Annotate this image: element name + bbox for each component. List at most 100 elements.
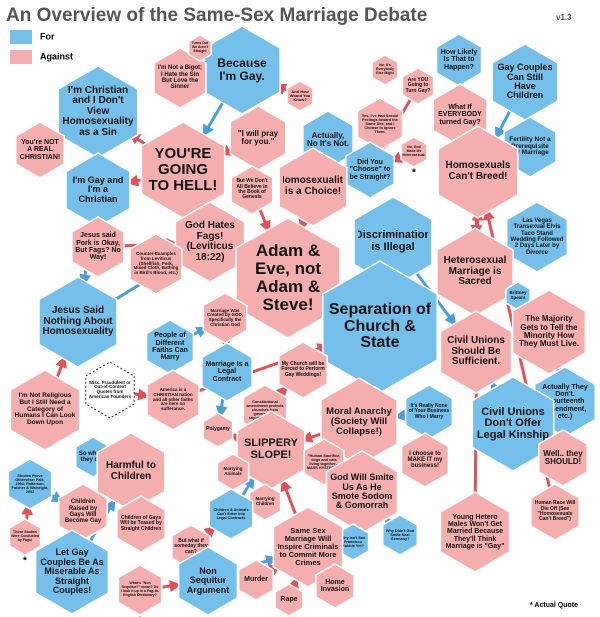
node-label-box: You're NOT A REAL CHRISTIAN!: [20, 139, 60, 161]
arrow: [258, 208, 271, 234]
node-label: What If EVERYBODY turned Gay?: [438, 103, 482, 126]
node-label-box: Actually They Don't. (Fourteenth Amendme…: [542, 383, 588, 421]
node-label: But what if someday they can?: [174, 538, 208, 555]
node: Jesus Said Nothing About Homosexuality: [38, 276, 118, 368]
node-label-box: Are YOU Going to Turn Gay?: [405, 77, 431, 94]
hexagon: [315, 563, 355, 609]
node: Let Gay Couples Be As Miserable As Strai…: [34, 529, 110, 615]
node-label-box: Harmful to Children: [106, 461, 156, 482]
node-label-box: So what if they do?: [79, 451, 107, 463]
node-label: Same Sex Marriage Will Inspire Criminals…: [277, 526, 339, 567]
node: Turns Out We Aren't Straight: [187, 34, 213, 62]
hexagon: [471, 376, 555, 472]
node-label: Jesus said Pork is Okay, But Fags? No Wa…: [75, 232, 121, 262]
node: I choose to MAKE IT my business!: [400, 432, 450, 488]
arrow: [280, 478, 298, 516]
node-label: I'm Christian and I Don't View Homosexua…: [62, 84, 134, 138]
node-label-box: Children & Animals Can't Enter Into Lega…: [214, 508, 249, 520]
node-label-box: Gay Couples Can Still Have Children: [497, 62, 552, 100]
node: Are YOU Going to Turn Gay?: [401, 67, 435, 105]
node-label: Those Studies Were Conducted by Fags!: [11, 530, 39, 542]
node: I'm Not a Bigot; I Hate the Sin But Love…: [153, 47, 207, 109]
node-label-box: Civil Unions Don't Offer Legal Kinship: [477, 406, 549, 441]
node: What's "Non Sequitur?" mean? Do I look i…: [117, 564, 163, 617]
node-label: Children of Gays Will be Teased by Strai…: [120, 515, 162, 532]
node: Marriage Was Created by GOD, Specificall…: [202, 292, 248, 344]
node-label: Rape: [280, 596, 298, 604]
node-label: Are YOU Going to Turn Gay?: [405, 77, 431, 94]
node: YOU'RE GOING TO HELL!: [140, 121, 226, 219]
hexagon: [286, 80, 314, 112]
node-label: How Likely Is That to Happen?: [440, 48, 478, 71]
node-label-box: Misc. Fraudulent or Out-of-Context Quote…: [89, 380, 131, 399]
node: Adam & Eve, not Adam & Steve!: [235, 217, 341, 339]
hexagon: [202, 412, 234, 448]
node-label-box: And How Would You Know?: [289, 88, 311, 103]
hexagon: [201, 342, 253, 402]
node-label: Murder: [244, 576, 268, 584]
node-label: Home Invasion: [320, 578, 350, 593]
hexagon: [400, 136, 428, 168]
node-label-box: I'm Not a Bigot; I Hate the Sin But Love…: [157, 65, 203, 91]
hexagon: [146, 369, 200, 431]
node-label: Actually They Don't. (Fourteenth Amendme…: [542, 383, 588, 421]
node: Homosexuality is a Choice!: [278, 147, 348, 227]
node: People of Different Faiths Can Marry: [145, 319, 195, 375]
node: But We Don't All Believe in the Book of …: [230, 165, 274, 215]
node-label: And How Would You Know?: [289, 88, 311, 103]
node-label-box: Las Vegas Transexual Elvis Taco Stand We…: [510, 218, 564, 256]
node-label-box: Studies Prove Otherwise: Falk, 1994; Pat…: [12, 474, 49, 494]
node-label-box: The Majority Gets to Tell the Minority H…: [519, 314, 579, 348]
node-label-box: I choose to MAKE IT my business!: [407, 451, 442, 470]
node-label: Moral Anarchy (Society Will Collapse!): [326, 406, 392, 437]
node-label-box: Because I'm Gay.: [217, 56, 267, 83]
node: Separation of Church & State: [322, 260, 438, 394]
hexagon: [8, 518, 42, 556]
node-label-box: My Church will be Forced to Perform Gay …: [281, 361, 324, 377]
node-label-box: Why Isn't San Francisco Rubble Yet?: [340, 536, 366, 548]
node-label: Polygamy: [206, 426, 230, 433]
node-label-box: People of Different Faiths Can Marry: [152, 332, 188, 361]
hexagon: [208, 488, 254, 540]
node-label-box: Turns Out We Aren't Straight: [192, 42, 208, 53]
node-label: YOU'RE GOING TO HELL!: [148, 145, 218, 194]
node: Harmful to Children: [96, 432, 166, 512]
node-label: No, It's Everybody Else Might: [376, 63, 394, 75]
node-label: Las Vegas Transexual Elvis Taco Stand We…: [510, 218, 564, 256]
node-label-box: Counter-Examples from Leviticus (Shellfi…: [134, 251, 179, 275]
node-label-box: It's Really None of Your Business Who I …: [409, 403, 450, 419]
node-label-box: I'm Christian and I Don't View Homosexua…: [62, 84, 134, 138]
hexagon: [15, 121, 65, 179]
node-label: Yes, I've Had Sexual Feelings toward the…: [361, 114, 399, 134]
arrow: [494, 109, 512, 140]
node-label-box: Marriage Is a Legal Contract: [206, 361, 249, 383]
node-label: Non Sequitur Argument: [186, 565, 230, 595]
node-label: I'm Not a Bigot; I Hate the Sin But Love…: [157, 65, 203, 91]
hexagon: [381, 514, 419, 556]
node-label-box: But what if someday they can?: [174, 538, 208, 555]
node-label-box: Moral Anarchy (Society Will Collapse!): [326, 406, 392, 437]
hexagon: [187, 34, 213, 62]
hexagon: [345, 141, 395, 199]
node-label: Jesus Said Nothing About Homosexuality: [43, 305, 113, 338]
node-label-box: What If EVERYBODY turned Gay?: [438, 103, 482, 126]
title: An Overview of the Same-Sex Marriage Deb…: [6, 5, 427, 26]
node-label-box: I'm Not Religious But I Still Need a Cat…: [15, 392, 76, 426]
node-label-box: Children Raised by Gays Will Become Gay: [65, 499, 101, 524]
node-label-box: Well.. they SHOULD!: [543, 449, 582, 466]
legend-against: Against: [40, 51, 73, 61]
node-label-box: Separation of Church & State: [329, 301, 431, 351]
node-label-box: Civil Unions Should Be Sufficient.: [447, 336, 505, 367]
node-label: Because I'm Gay.: [217, 56, 267, 83]
node-label-box: Young Hetero Males Won't Get Married Bec…: [446, 514, 505, 550]
node: I'm Gay and I'm a Christian: [65, 152, 131, 228]
node-label: Why Isn't San Francisco Rubble Yet?: [340, 536, 366, 548]
node-label-box: How Likely Is That to Happen?: [440, 48, 478, 71]
node-label-box: Did You "Choose" to be Straight?: [350, 159, 391, 181]
node-label: Homosexuality is a Choice!: [283, 175, 343, 197]
node: Civil Unions Should Be Sufficient.: [439, 310, 513, 394]
node-label-box: Non Sequitur Argument: [186, 565, 230, 595]
nodes: Because I'm Gay. I'm Not a Bigot; I Hate …: [7, 25, 597, 617]
